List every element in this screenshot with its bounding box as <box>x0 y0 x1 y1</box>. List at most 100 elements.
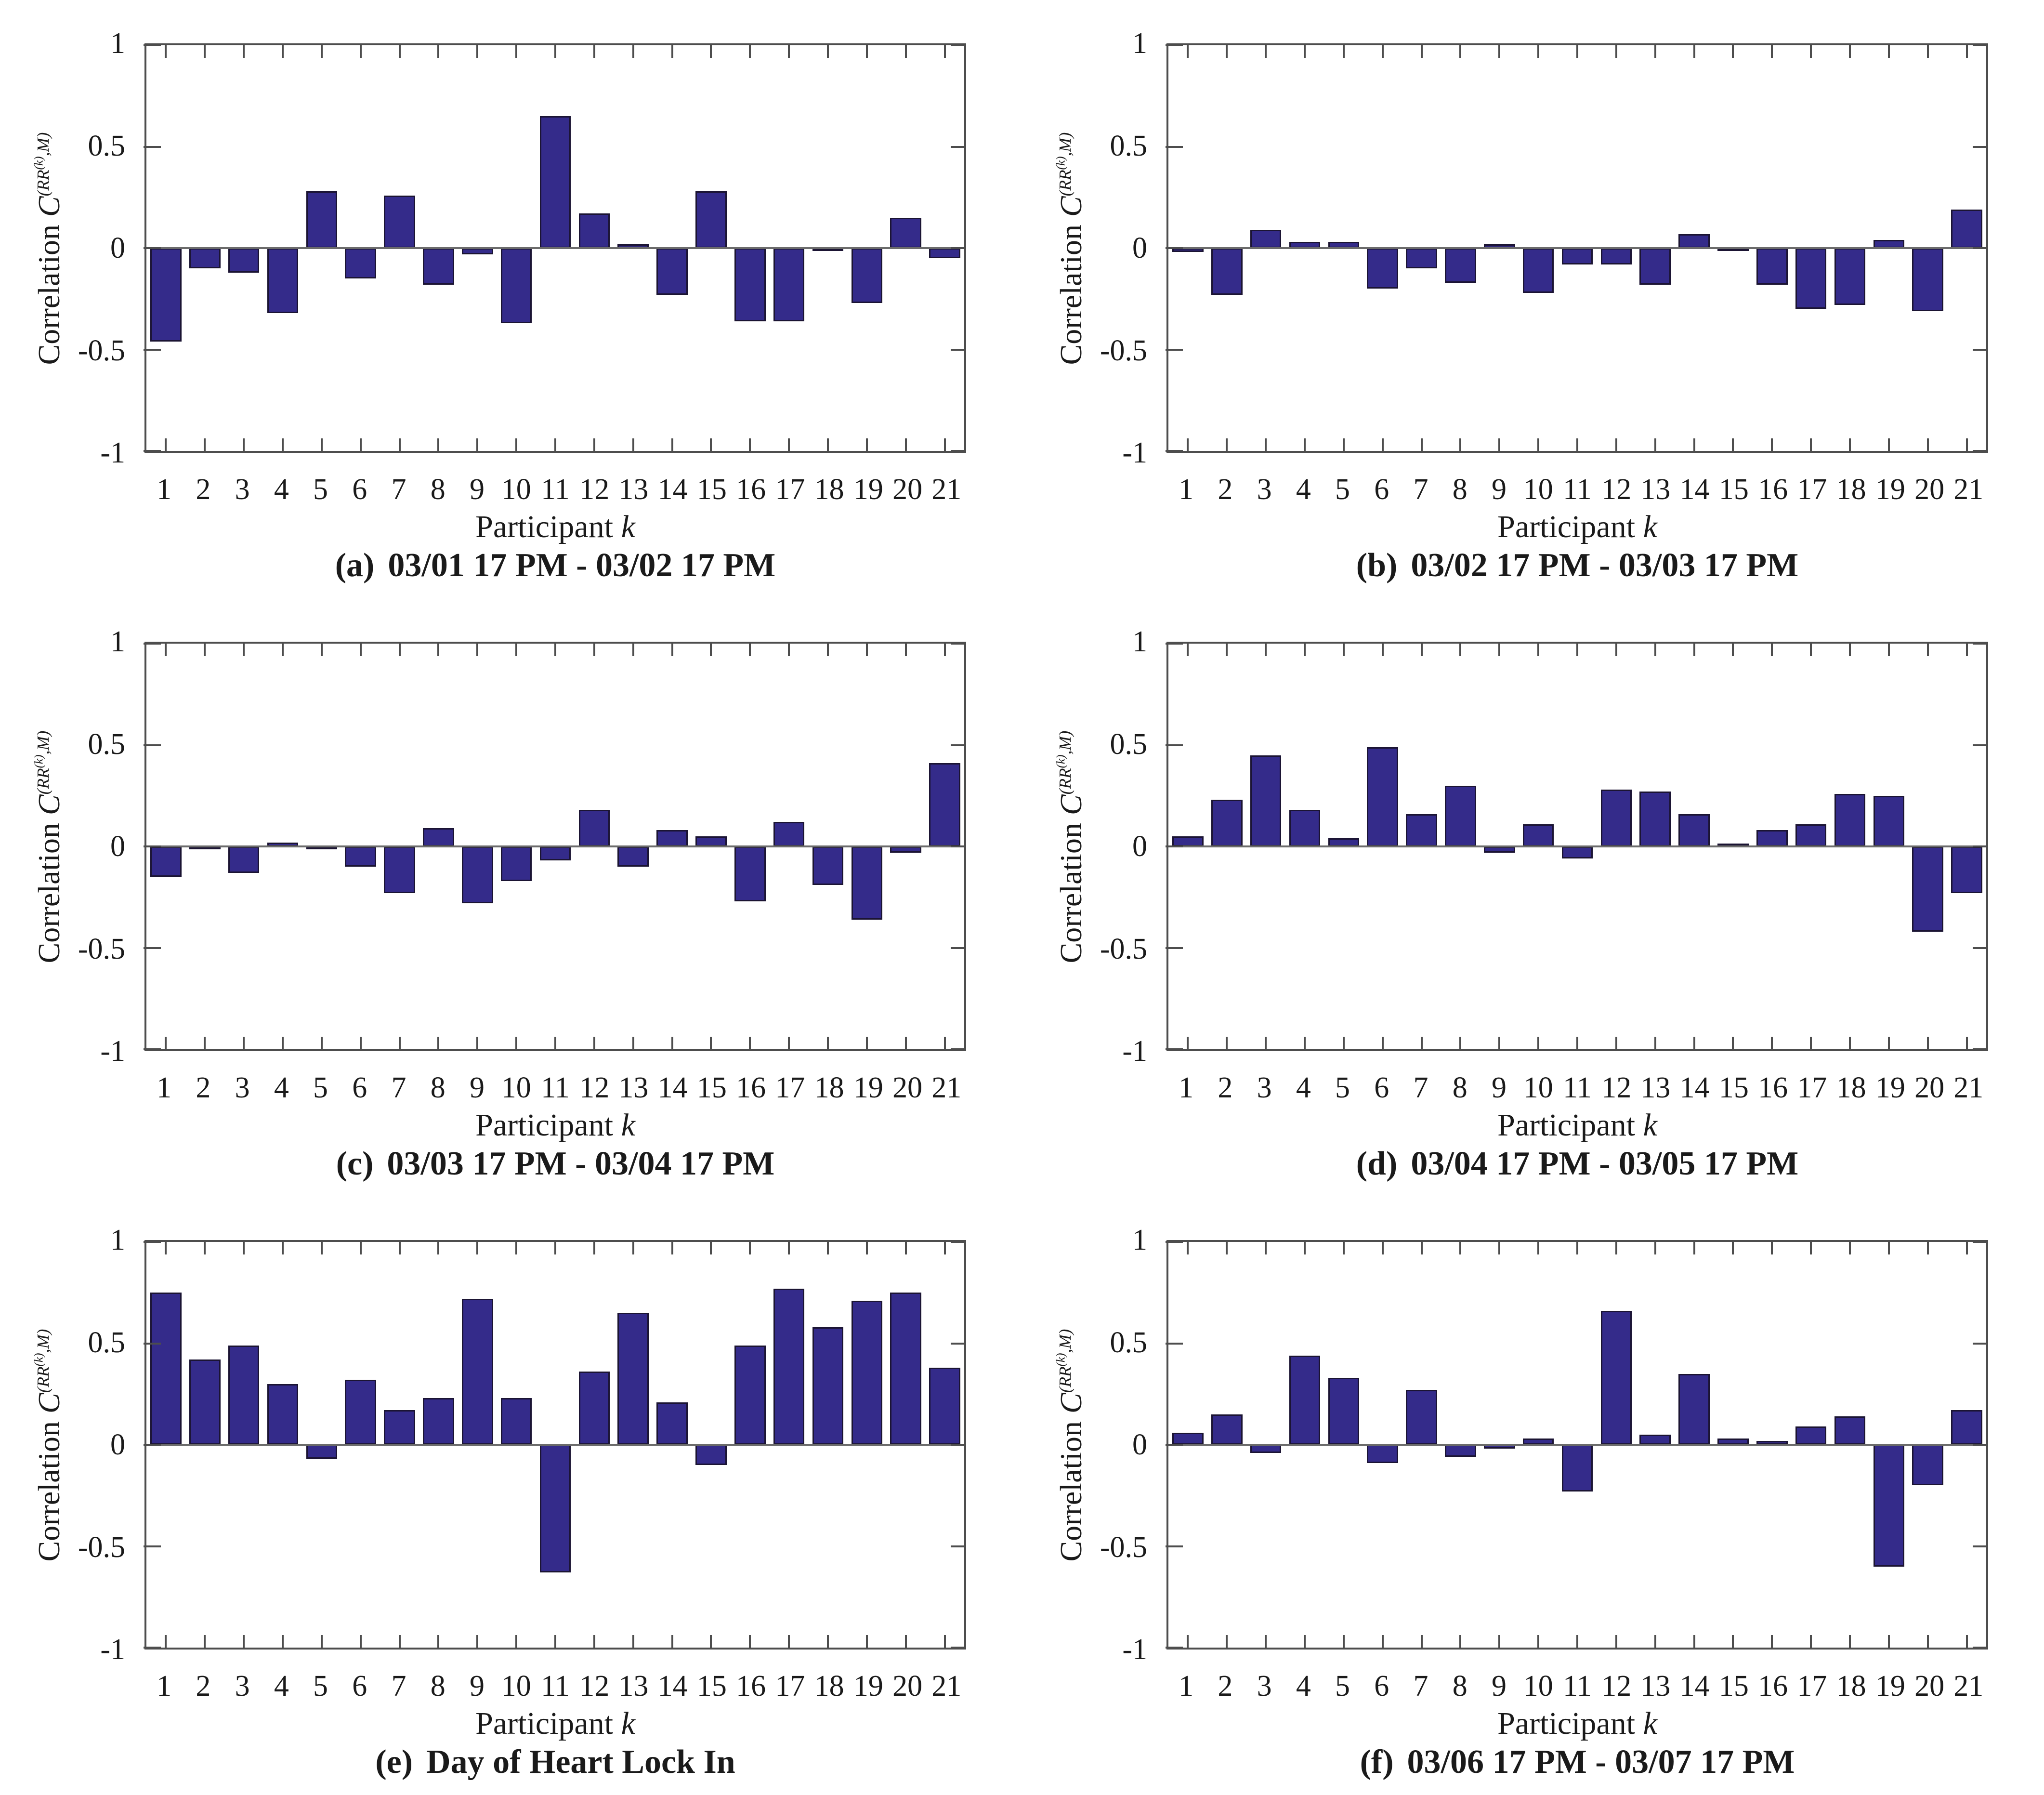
x-tick-label: 19 <box>853 1071 883 1104</box>
bar-participant-6 <box>1367 1445 1399 1463</box>
x-tick-mark <box>1303 1037 1306 1049</box>
x-tick-mark <box>243 1635 245 1648</box>
bar-participant-16 <box>734 248 766 321</box>
x-tick-mark <box>1849 45 1851 58</box>
x-axis-symbol: k <box>1643 1706 1657 1741</box>
x-tick-mark <box>632 1037 634 1049</box>
x-tick-mark <box>632 644 634 656</box>
x-tick-mark <box>204 1242 206 1254</box>
x-tick-mark <box>1810 1037 1812 1049</box>
x-tick-labels: 1 2 3 4 5 6 7 8 9 10 11 12 13 14 15 16 17 18 19 20 21 <box>144 1073 966 1103</box>
x-tick-label: 2 <box>196 473 211 506</box>
y-tick-mark <box>1973 1444 1986 1446</box>
bar-participant-20 <box>1912 248 1944 311</box>
y-axis-symbol: C <box>1054 1393 1088 1413</box>
x-tick-label: 21 <box>1953 473 1984 506</box>
y-tick-mark <box>1973 1342 1986 1345</box>
x-tick-label: 21 <box>1953 1670 1984 1703</box>
x-tick-mark <box>1615 1242 1617 1254</box>
bar-participant-3 <box>228 248 260 273</box>
bar-participant-17 <box>773 822 805 846</box>
x-tick-mark <box>1498 1242 1501 1254</box>
x-tick-mark <box>515 1037 518 1049</box>
x-tick-mark <box>1887 45 1890 58</box>
x-tick-label: 8 <box>430 1670 445 1703</box>
x-axis-label-text: Participant <box>475 509 614 544</box>
x-tick-mark <box>1498 45 1501 58</box>
x-tick-label: 19 <box>853 1670 883 1703</box>
bar-participant-16 <box>734 846 766 901</box>
x-tick-labels: 1 2 3 4 5 6 7 8 9 10 11 12 13 14 15 16 17 18 19 20 21 <box>1166 1671 1988 1701</box>
x-tick-mark <box>1771 1635 1773 1648</box>
y-tick-mark <box>144 1048 161 1050</box>
y-tick-labels: 1 0.5 0 -0.5 -1 <box>1089 1225 1157 1664</box>
y-tick-mark <box>951 145 964 148</box>
x-tick-mark <box>1771 45 1773 58</box>
x-tick-mark <box>437 438 440 451</box>
bar-participant-17 <box>1795 1426 1827 1445</box>
x-tick-label: 2 <box>196 1071 211 1104</box>
x-tick-label: 20 <box>892 1670 923 1703</box>
x-tick-label: 4 <box>274 1670 289 1703</box>
x-tick-mark <box>1693 1635 1695 1648</box>
x-tick-mark <box>1420 1242 1423 1254</box>
x-tick-mark <box>1226 644 1228 656</box>
x-tick-labels: 1 2 3 4 5 6 7 8 9 10 11 12 13 14 15 16 17 18 19 20 21 <box>144 475 966 504</box>
x-tick-mark <box>1576 644 1578 656</box>
x-tick-label: 12 <box>1601 1670 1632 1703</box>
x-tick-label: 16 <box>1758 1670 1788 1703</box>
x-tick-mark <box>1303 438 1306 451</box>
x-tick-mark <box>1420 45 1423 58</box>
x-tick-mark <box>1537 644 1540 656</box>
x-axis-label-text: Participant <box>475 1706 614 1741</box>
plot-area <box>1166 1240 1988 1650</box>
x-tick-mark <box>554 1635 556 1648</box>
x-tick-label: 16 <box>736 473 766 506</box>
x-tick-label: 3 <box>235 1071 250 1104</box>
y-tick-mark <box>144 247 161 249</box>
x-tick-label: 20 <box>1914 473 1945 506</box>
x-tick-mark <box>476 1635 479 1648</box>
x-tick-label: 7 <box>1413 473 1428 506</box>
x-tick-mark <box>398 644 401 656</box>
x-tick-mark <box>1771 1242 1773 1254</box>
y-tick-label: 0 <box>110 830 125 863</box>
x-tick-label: 4 <box>274 1071 289 1104</box>
x-tick-mark <box>788 1242 790 1254</box>
x-tick-mark <box>1926 45 1929 58</box>
x-axis-symbol: k <box>621 1706 635 1741</box>
bar-participant-21 <box>1951 1410 1982 1445</box>
x-tick-mark <box>710 644 712 656</box>
x-tick-mark <box>1615 45 1617 58</box>
x-axis-label-text: Participant <box>1497 1108 1636 1143</box>
x-tick-label: 10 <box>1523 1071 1553 1104</box>
x-tick-mark <box>1226 1242 1228 1254</box>
x-tick-mark <box>1381 1242 1384 1254</box>
x-tick-mark <box>204 438 206 451</box>
x-tick-mark <box>1615 438 1617 451</box>
x-tick-mark <box>1849 1635 1851 1648</box>
bar-participant-9 <box>461 846 493 903</box>
x-tick-mark <box>204 1037 206 1049</box>
y-tick-mark <box>144 1241 161 1243</box>
y-tick-label: 1 <box>1132 27 1147 60</box>
x-tick-mark <box>320 1242 323 1254</box>
x-tick-label: 6 <box>352 473 367 506</box>
x-tick-label: 6 <box>1374 473 1389 506</box>
bar-participant-11 <box>1561 1445 1593 1491</box>
x-tick-mark <box>1226 45 1228 58</box>
y-axis-symbol: C <box>32 196 66 217</box>
bar-participant-19 <box>851 248 883 303</box>
x-tick-label: 18 <box>814 1670 844 1703</box>
x-tick-mark <box>1303 45 1306 58</box>
y-tick-mark <box>1166 643 1183 645</box>
bar-participant-17 <box>1795 824 1827 846</box>
y-axis-sup-close: ,M) <box>1055 730 1074 755</box>
x-tick-label: 2 <box>1218 1071 1233 1104</box>
bar-participant-15 <box>695 191 727 248</box>
y-tick-labels: 1 0.5 0 -0.5 -1 <box>67 28 135 468</box>
x-tick-mark <box>1693 438 1695 451</box>
y-tick-mark <box>1973 947 1986 949</box>
